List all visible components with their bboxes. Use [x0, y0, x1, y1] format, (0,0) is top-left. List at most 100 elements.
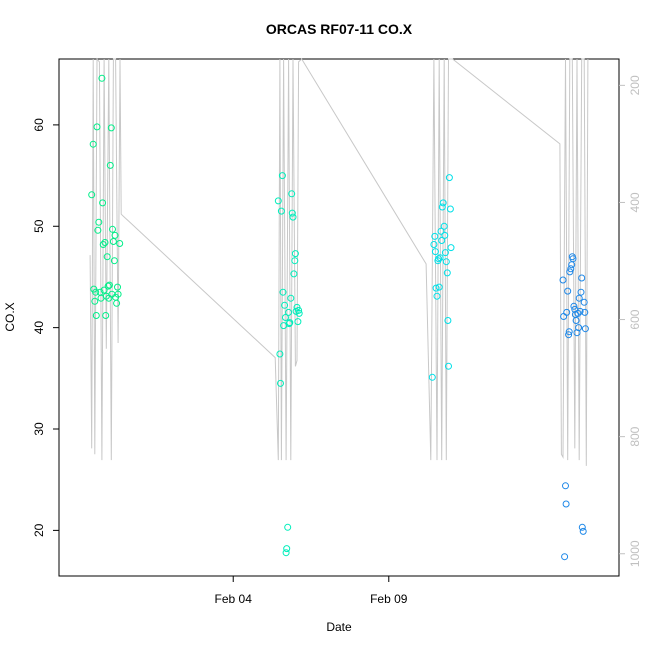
x-tick-label: Feb 04: [215, 592, 253, 606]
data-point: [102, 312, 110, 319]
data-point: [277, 379, 284, 387]
data-point: [114, 283, 121, 291]
right-axis: 200 400 600 800 1000: [619, 75, 642, 567]
data-point: [565, 328, 573, 336]
data-point: [433, 292, 441, 300]
data-point: [430, 241, 438, 248]
data-point: [446, 205, 454, 213]
data-point: [109, 238, 117, 245]
data-point: [92, 288, 100, 296]
data-point: [289, 213, 297, 221]
data-point: [563, 308, 571, 316]
data-point: [431, 232, 439, 240]
data-point: [281, 301, 289, 309]
data-point: [559, 276, 567, 284]
data-point: [435, 283, 443, 291]
data-point: [295, 306, 303, 314]
data-point: [288, 190, 296, 198]
data-point: [290, 270, 298, 278]
x-axis-label: Date: [326, 620, 352, 634]
data-point: [100, 286, 108, 294]
data-point: [581, 308, 589, 316]
data-point: [94, 226, 102, 234]
data-point: [285, 308, 293, 316]
data-point: [104, 282, 112, 290]
y-tick-label: 20: [32, 523, 46, 537]
data-point: [114, 290, 122, 298]
y-tick-label: 50: [32, 219, 46, 233]
data-point: [89, 140, 97, 148]
background-line-layer: [89, 57, 589, 466]
data-point: [579, 527, 587, 535]
data-point: [441, 231, 449, 239]
data-point: [277, 207, 285, 215]
right-y-tick-label: 200: [628, 75, 642, 95]
data-point: [575, 294, 583, 302]
y-tick-label: 30: [32, 422, 46, 436]
right-y-tick-label: 1000: [628, 540, 642, 567]
data-point: [105, 281, 113, 289]
data-point: [106, 161, 114, 169]
left-axis: 20 30 40 50 60: [32, 118, 59, 537]
data-point: [99, 241, 107, 248]
data-point: [93, 123, 101, 131]
data-point: [431, 248, 439, 256]
data-point: [103, 253, 111, 261]
data-point: [98, 74, 106, 82]
data-point: [437, 227, 445, 235]
data-point: [291, 257, 299, 265]
data-point: [562, 482, 569, 490]
data-point: [428, 373, 436, 381]
data-point: [574, 309, 582, 317]
chart-title: ORCAS RF07-11 CO.X: [266, 21, 413, 37]
right-y-tick-label: 600: [628, 309, 642, 329]
data-point: [580, 298, 588, 306]
data-point: [294, 318, 302, 326]
data-point: [575, 324, 583, 332]
data-point: [447, 244, 455, 252]
data-point: [116, 240, 124, 247]
data-point: [107, 124, 115, 132]
data-point: [109, 225, 116, 233]
data-point: [91, 297, 99, 305]
data-point: [443, 269, 451, 277]
data-point: [570, 302, 578, 310]
data-point: [113, 299, 121, 307]
data-point: [88, 191, 96, 199]
y-tick-label: 60: [32, 118, 46, 132]
data-point: [444, 317, 452, 324]
plot-frame: [58, 58, 620, 577]
data-point: [439, 199, 447, 207]
y-axis-label: CO.X: [3, 302, 17, 331]
data-point: [562, 500, 570, 508]
right-y-tick-label: 400: [628, 192, 642, 212]
points-layer: [88, 74, 589, 561]
data-point: [561, 553, 569, 561]
data-point: [445, 362, 452, 370]
data-point: [282, 314, 289, 321]
data-point: [291, 250, 299, 258]
data-point: [99, 199, 107, 207]
data-point: [279, 288, 287, 296]
data-point: [435, 255, 443, 263]
data-point: [564, 287, 572, 295]
data-point: [566, 268, 574, 276]
data-point: [440, 222, 448, 230]
data-point: [445, 174, 453, 182]
right-y-tick-label: 800: [628, 426, 642, 446]
data-point: [288, 209, 296, 217]
data-point: [565, 331, 573, 339]
data-point: [569, 255, 577, 263]
data-point: [442, 258, 450, 266]
data-point: [441, 249, 449, 257]
data-point: [572, 317, 580, 324]
y-tick-label: 40: [32, 321, 46, 335]
data-point: [432, 284, 440, 292]
data-point: [286, 319, 294, 327]
data-point: [95, 218, 103, 226]
data-point: [578, 274, 586, 282]
data-point: [438, 237, 446, 244]
data-point: [577, 288, 585, 296]
data-point: [287, 294, 295, 302]
